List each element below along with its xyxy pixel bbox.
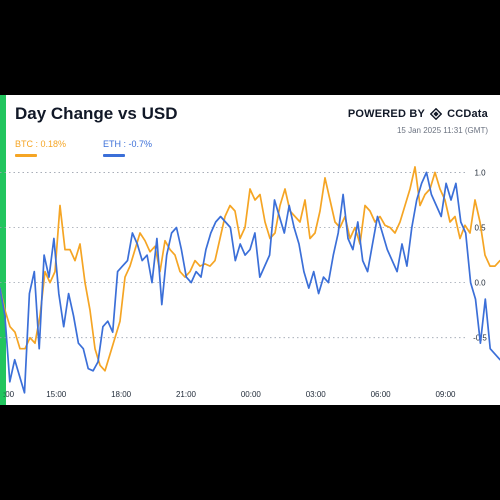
legend-eth-label: ETH : -0.7% [103,139,153,149]
series-line-eth [0,171,500,394]
chart-title: Day Change vs USD [15,104,178,123]
timestamp: 15 Jan 2025 11:31 (GMT) [396,126,488,135]
x-tick-label: 21:00 [176,390,197,399]
line-chart: 1.00.50.0-0.5:00 15:00 18:00 21:00 00:00 03:0… [0,166,500,399]
accent-bar [0,95,6,405]
x-tick-label: 09:00 [435,390,456,399]
x-tick-label: 18:00 [111,390,132,399]
legend-btc[interactable]: BTC : 0.18% [15,139,66,157]
legend-eth-swatch [103,154,125,157]
x-tick-label: 03:00 [306,390,327,399]
y-tick-label: 0.0 [474,279,486,288]
x-tick-label: 00:00 [241,390,262,399]
x-tick-label: 15:00 [46,390,67,399]
legend-btc-swatch [15,154,37,157]
legend-eth[interactable]: ETH : -0.7% [103,139,152,157]
x-tick-label: 06:00 [371,390,392,399]
series-line-btc [0,166,500,372]
chart-card: Day Change vs USD POWERED BY CCData 15 J… [0,95,500,405]
brand-name: CCData [447,108,488,120]
ccdata-logo-icon [430,108,443,120]
powered-by-text: POWERED BY [347,108,426,120]
x-tick-label: :00 [3,390,15,399]
y-tick-label: 1.0 [474,168,486,177]
brand-header[interactable]: POWERED BY CCData [348,108,488,120]
legend-btc-label: BTC : 0.18% [15,139,67,149]
